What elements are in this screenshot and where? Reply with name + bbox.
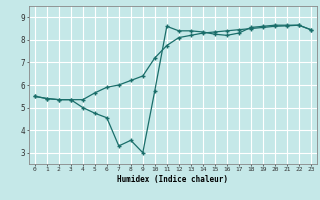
X-axis label: Humidex (Indice chaleur): Humidex (Indice chaleur) [117,175,228,184]
